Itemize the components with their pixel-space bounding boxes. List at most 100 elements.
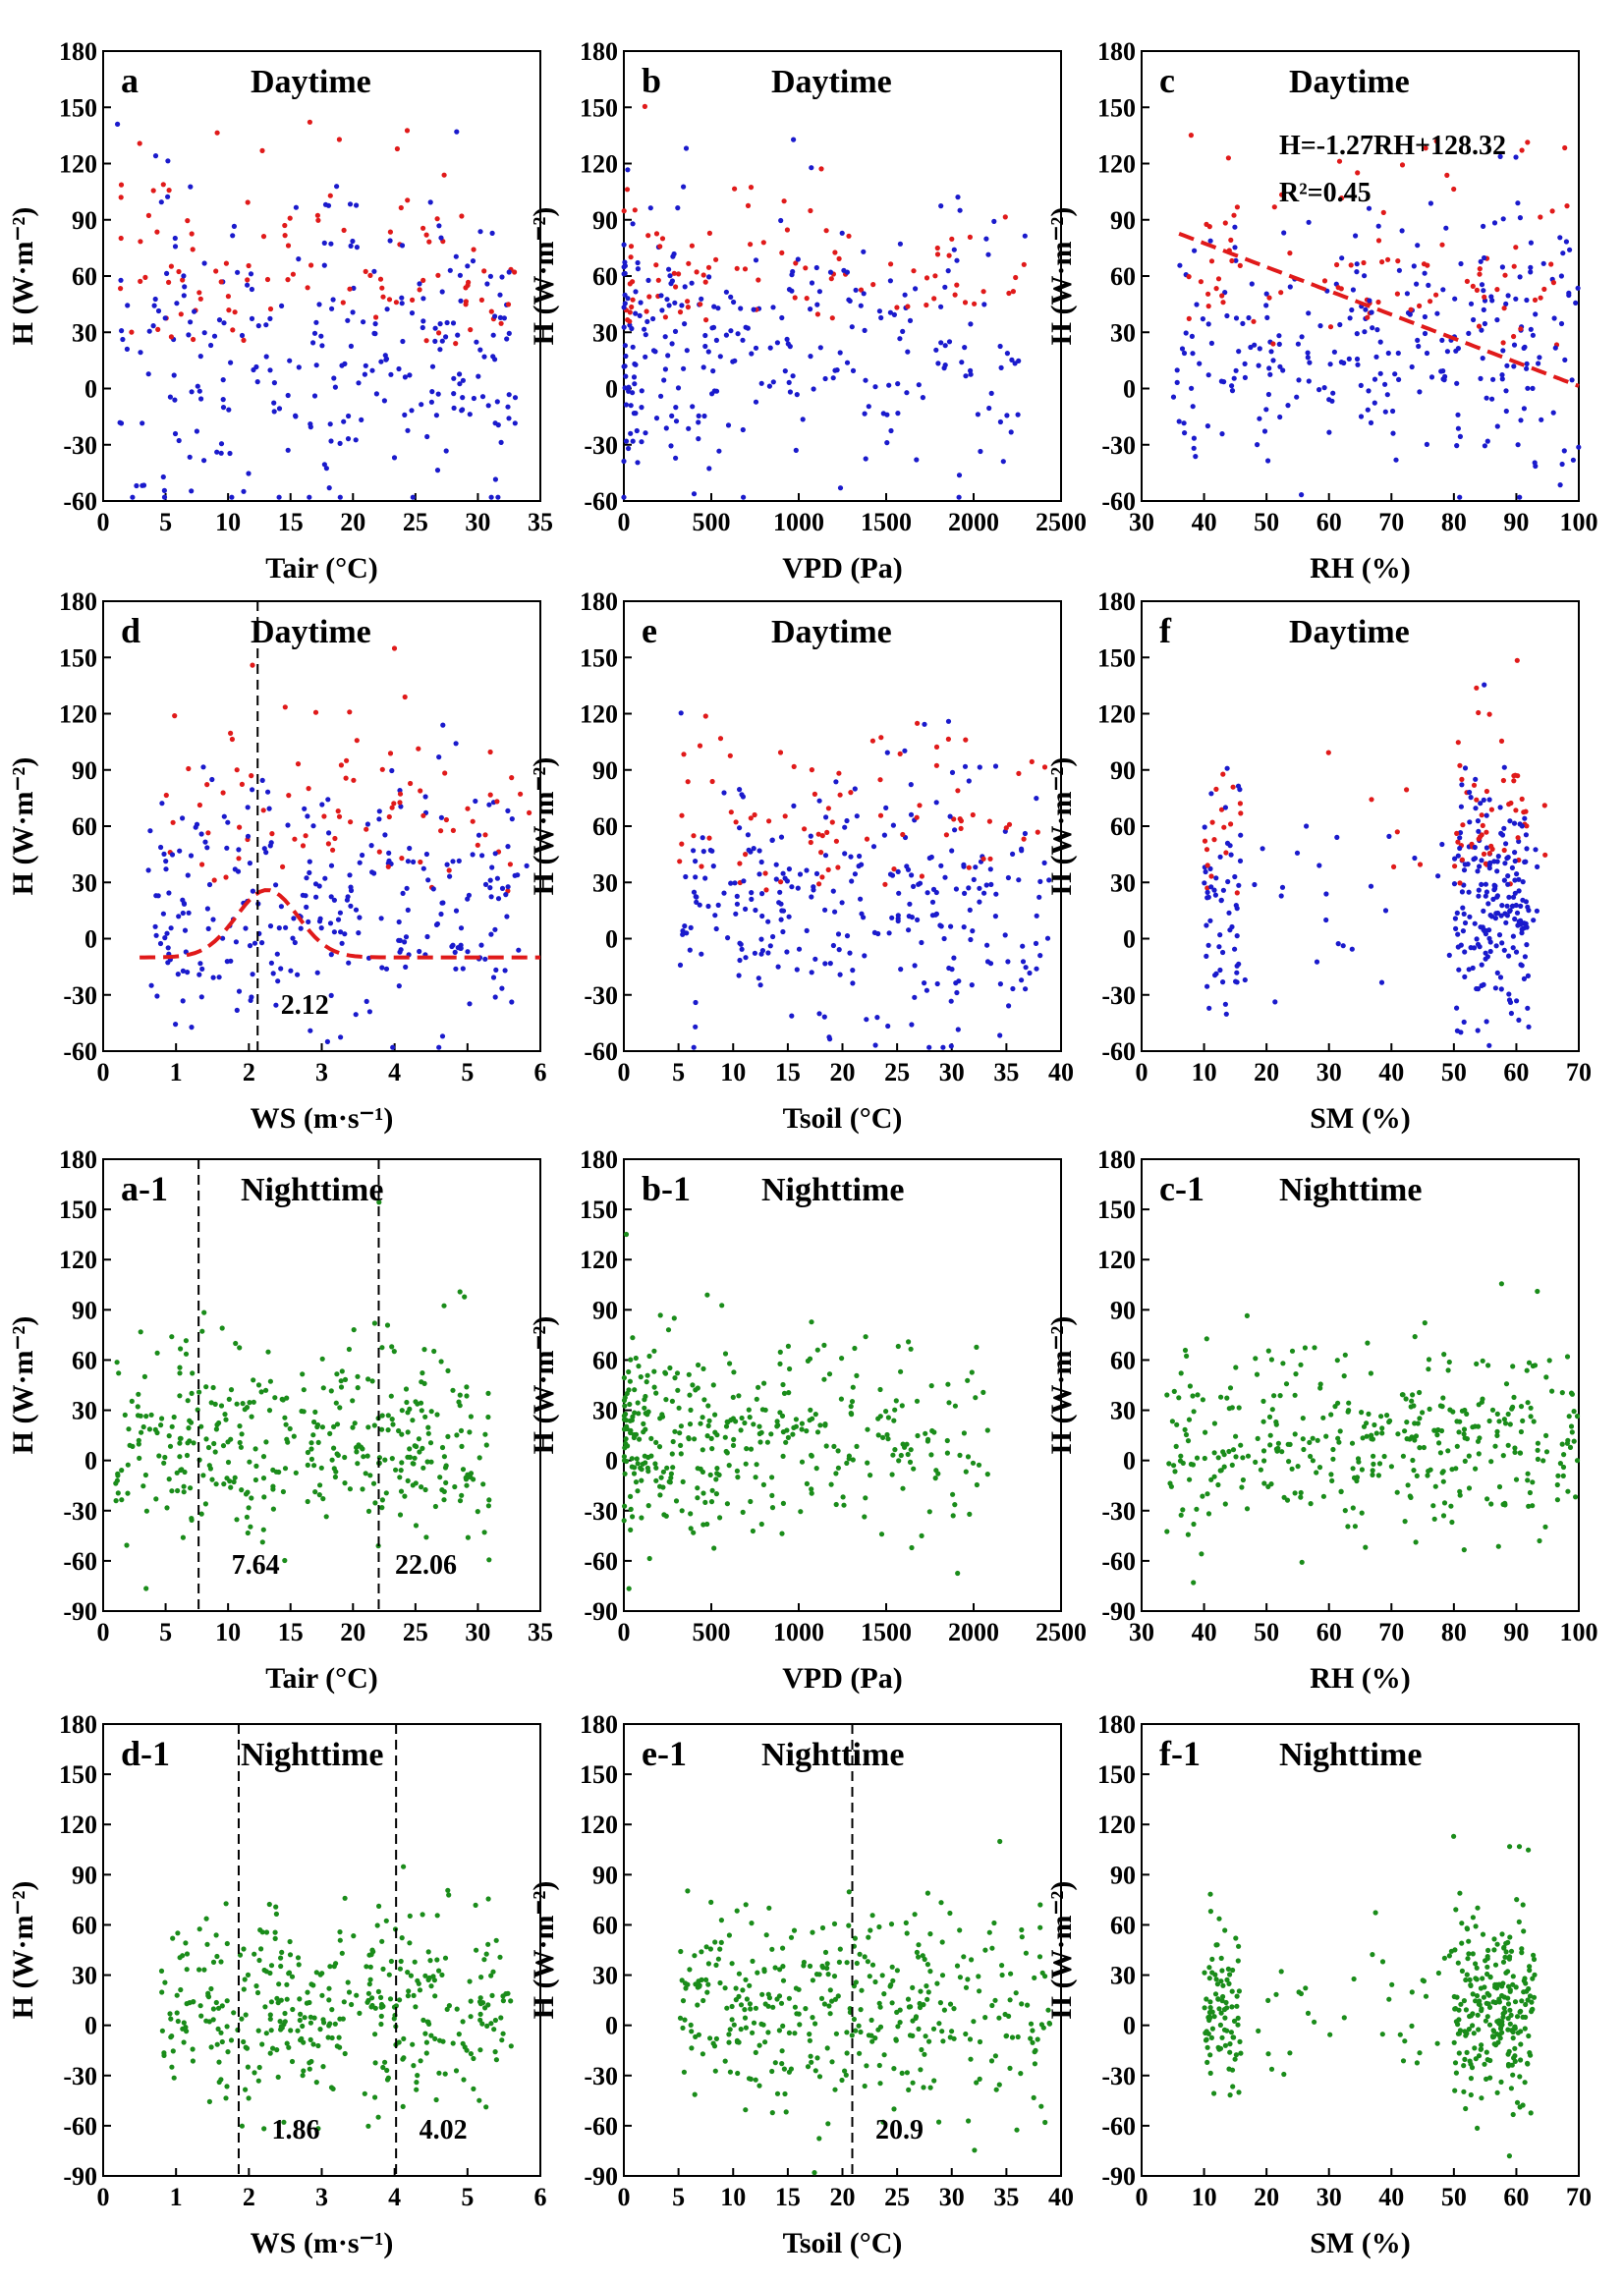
data-point bbox=[906, 927, 912, 933]
data-point bbox=[632, 1387, 638, 1393]
data-point bbox=[1213, 1977, 1219, 1982]
data-point bbox=[761, 1969, 767, 1975]
data-point bbox=[736, 973, 742, 978]
data-point bbox=[334, 184, 340, 190]
data-point bbox=[1441, 1352, 1447, 1358]
data-point bbox=[420, 1445, 425, 1451]
data-point bbox=[352, 1421, 358, 1426]
threshold-label: 20.9 bbox=[875, 2115, 924, 2145]
data-point bbox=[447, 267, 453, 273]
data-point bbox=[779, 250, 785, 255]
data-point bbox=[495, 422, 501, 428]
data-point bbox=[770, 379, 776, 385]
data-point bbox=[1484, 1971, 1490, 1978]
data-point bbox=[1287, 284, 1293, 290]
data-point bbox=[1481, 797, 1486, 804]
data-point bbox=[1537, 355, 1542, 361]
data-point bbox=[834, 367, 840, 373]
data-point bbox=[1463, 2007, 1469, 2013]
data-point bbox=[446, 1892, 452, 1898]
data-point bbox=[737, 787, 743, 793]
data-point bbox=[308, 1456, 314, 1462]
data-point bbox=[460, 1467, 467, 1473]
data-point bbox=[637, 312, 643, 318]
data-point bbox=[369, 1995, 375, 2001]
data-point bbox=[1252, 342, 1258, 348]
data-point bbox=[143, 1586, 149, 1591]
data-point bbox=[327, 1964, 333, 1970]
data-point bbox=[223, 260, 229, 266]
data-point bbox=[1202, 880, 1207, 886]
y-tick-label: 180 bbox=[1097, 587, 1136, 616]
data-point bbox=[1452, 916, 1458, 921]
data-point bbox=[118, 286, 124, 292]
data-point bbox=[868, 2017, 874, 2023]
data-point bbox=[1287, 1441, 1293, 1447]
data-point bbox=[372, 2032, 378, 2037]
data-point bbox=[1204, 983, 1210, 989]
data-point bbox=[470, 852, 476, 858]
data-point bbox=[961, 1954, 967, 1960]
data-point bbox=[1371, 1461, 1376, 1467]
data-point bbox=[371, 1422, 377, 1428]
data-point bbox=[683, 145, 690, 151]
data-point bbox=[1480, 356, 1485, 362]
data-point bbox=[308, 2036, 313, 2042]
data-point bbox=[267, 306, 274, 312]
data-point bbox=[737, 861, 743, 866]
y-tick-label: 0 bbox=[1123, 1447, 1136, 1476]
data-point bbox=[1376, 1461, 1383, 1467]
data-point bbox=[1494, 287, 1500, 293]
data-point bbox=[332, 835, 338, 842]
data-point bbox=[1502, 272, 1508, 278]
data-point bbox=[727, 752, 733, 758]
data-point bbox=[1236, 2089, 1242, 2095]
data-point bbox=[118, 182, 125, 188]
data-point bbox=[890, 1452, 896, 1458]
fit-equation: R²=0.45 bbox=[1279, 178, 1372, 208]
data-point bbox=[733, 1997, 739, 2003]
data-point bbox=[1541, 803, 1547, 808]
y-tick-label: 150 bbox=[580, 1760, 618, 1789]
data-point bbox=[145, 212, 151, 218]
data-point bbox=[672, 300, 678, 306]
data-point bbox=[239, 2016, 245, 2022]
data-point bbox=[1207, 1891, 1213, 1897]
data-point bbox=[1514, 871, 1520, 877]
data-point bbox=[422, 1486, 428, 1493]
data-point bbox=[1366, 1411, 1372, 1417]
panel-title: Daytime bbox=[771, 64, 892, 100]
data-point bbox=[391, 645, 398, 651]
data-point bbox=[923, 2033, 928, 2039]
data-point bbox=[399, 1460, 405, 1466]
data-point bbox=[858, 303, 864, 308]
data-point bbox=[515, 872, 521, 878]
data-point bbox=[161, 1460, 167, 1466]
data-point bbox=[1218, 807, 1225, 812]
data-point bbox=[645, 233, 651, 239]
data-point bbox=[185, 218, 191, 224]
y-tick-label: 180 bbox=[59, 1145, 97, 1174]
data-point bbox=[776, 2028, 783, 2033]
data-point bbox=[458, 298, 464, 304]
data-point bbox=[798, 1509, 804, 1515]
data-point bbox=[177, 1393, 183, 1399]
data-point bbox=[159, 2028, 165, 2033]
data-point bbox=[308, 1440, 314, 1446]
data-point bbox=[938, 203, 944, 209]
y-tick-label: 180 bbox=[1097, 1710, 1136, 1739]
data-point bbox=[791, 803, 797, 809]
x-axis-label: WS (m·s⁻¹) bbox=[251, 1102, 394, 1135]
data-point bbox=[1510, 933, 1516, 939]
data-point bbox=[648, 1453, 654, 1459]
data-point bbox=[999, 1972, 1005, 1978]
data-point bbox=[814, 302, 820, 307]
data-point bbox=[1335, 1435, 1341, 1441]
data-point bbox=[1505, 2001, 1512, 2007]
data-point bbox=[337, 910, 343, 916]
data-point bbox=[836, 255, 842, 261]
threshold-label: 1.86 bbox=[271, 2115, 319, 2145]
data-point bbox=[1482, 443, 1487, 449]
data-point bbox=[1164, 1392, 1170, 1398]
data-point bbox=[1462, 949, 1468, 955]
